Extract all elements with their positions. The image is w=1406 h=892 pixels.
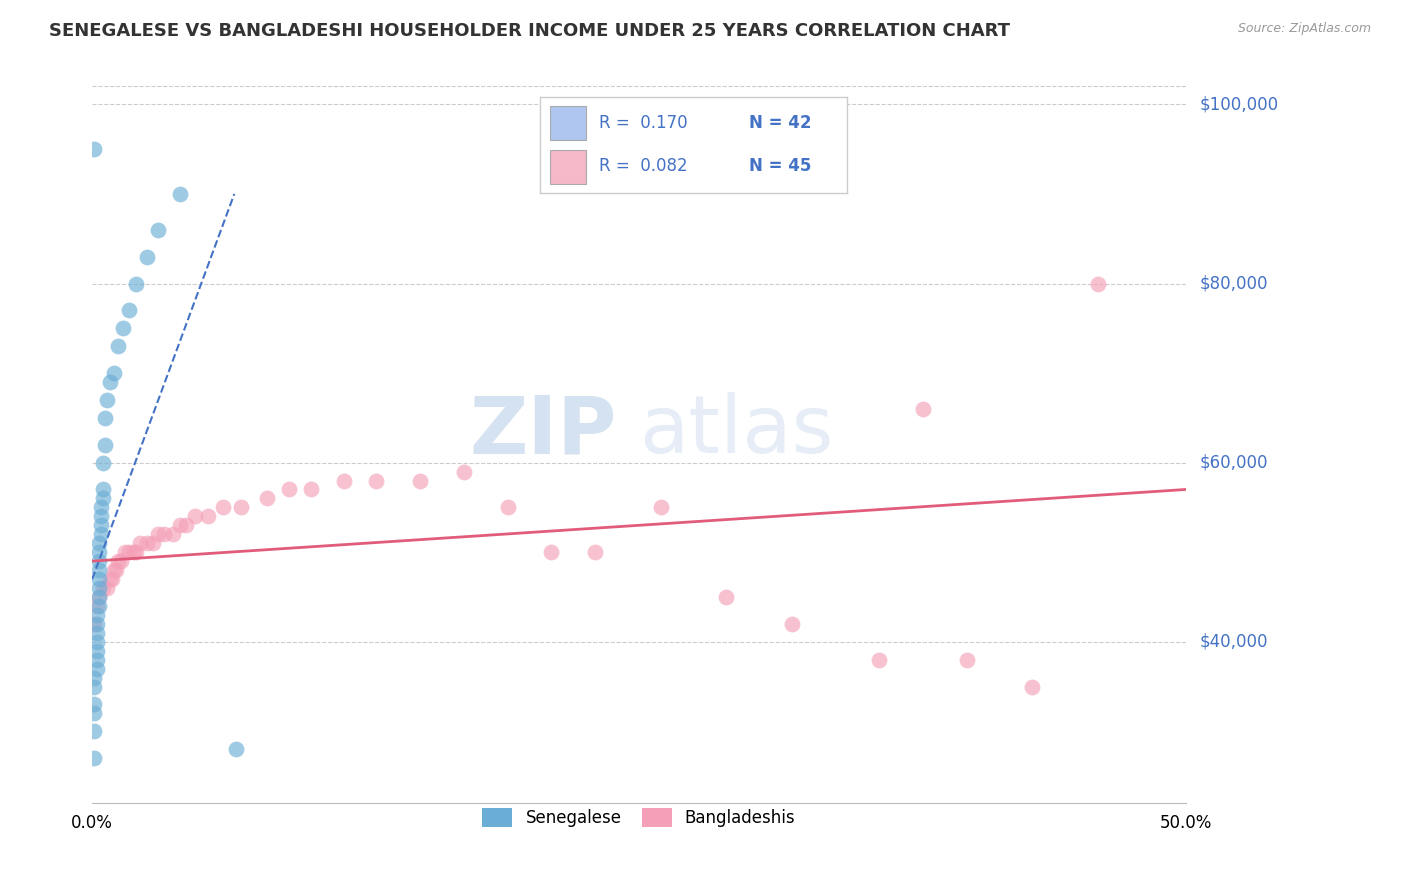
Point xyxy=(83,698,105,712)
Point xyxy=(174,518,197,533)
Point xyxy=(650,500,672,515)
Point xyxy=(105,563,128,577)
Point xyxy=(86,643,108,657)
Point xyxy=(90,518,112,533)
Point xyxy=(91,491,114,506)
Point xyxy=(956,653,979,667)
Point xyxy=(83,724,105,739)
Point xyxy=(129,536,152,550)
Point xyxy=(91,483,114,497)
Point xyxy=(91,456,114,470)
Point xyxy=(87,545,110,559)
Point xyxy=(86,616,108,631)
Point xyxy=(142,536,165,550)
Point xyxy=(111,321,134,335)
Point xyxy=(278,483,301,497)
Point xyxy=(86,607,108,622)
Point xyxy=(83,671,105,685)
Point xyxy=(114,545,136,559)
Point xyxy=(229,500,252,515)
Point xyxy=(225,742,247,756)
Point xyxy=(83,616,105,631)
Point xyxy=(94,438,117,452)
Point xyxy=(86,662,108,676)
Point xyxy=(83,680,105,694)
Text: atlas: atlas xyxy=(638,392,834,470)
Point xyxy=(107,339,129,353)
Text: $100,000: $100,000 xyxy=(1199,95,1278,113)
Point xyxy=(1021,680,1043,694)
Point xyxy=(91,581,114,595)
Point xyxy=(153,527,176,541)
Point xyxy=(496,500,519,515)
Point xyxy=(299,483,322,497)
Point xyxy=(118,545,141,559)
Point xyxy=(87,536,110,550)
Point xyxy=(101,572,124,586)
Point xyxy=(86,653,108,667)
Point xyxy=(90,500,112,515)
Point xyxy=(912,401,935,416)
Point xyxy=(90,527,112,541)
Point xyxy=(135,250,157,264)
Point xyxy=(87,554,110,568)
Text: $80,000: $80,000 xyxy=(1199,275,1268,293)
Point xyxy=(87,590,110,604)
Text: $60,000: $60,000 xyxy=(1199,454,1268,472)
Point xyxy=(87,572,110,586)
Point xyxy=(184,509,207,524)
Point xyxy=(86,599,108,613)
Text: $40,000: $40,000 xyxy=(1199,632,1268,651)
Point xyxy=(118,303,141,318)
Point xyxy=(96,392,118,407)
Point xyxy=(98,375,121,389)
Point xyxy=(716,590,738,604)
Point xyxy=(409,474,432,488)
Point xyxy=(453,465,475,479)
Point xyxy=(169,186,191,201)
Point xyxy=(83,142,105,156)
Text: ZIP: ZIP xyxy=(470,392,617,470)
Point xyxy=(125,277,148,291)
Point xyxy=(332,474,354,488)
Point xyxy=(96,581,118,595)
Point xyxy=(1087,277,1109,291)
Point xyxy=(540,545,562,559)
Point xyxy=(583,545,606,559)
Point xyxy=(107,554,129,568)
Point xyxy=(103,366,125,380)
Point xyxy=(94,410,117,425)
Point xyxy=(87,563,110,577)
Point xyxy=(146,527,169,541)
Point xyxy=(86,634,108,648)
Text: SENEGALESE VS BANGLADESHI HOUSEHOLDER INCOME UNDER 25 YEARS CORRELATION CHART: SENEGALESE VS BANGLADESHI HOUSEHOLDER IN… xyxy=(49,22,1010,40)
Point xyxy=(98,572,121,586)
Point xyxy=(135,536,157,550)
Legend: Senegalese, Bangladeshis: Senegalese, Bangladeshis xyxy=(474,799,804,836)
Point xyxy=(86,625,108,640)
Point xyxy=(146,223,169,237)
Point xyxy=(868,653,890,667)
Point xyxy=(87,599,110,613)
Point xyxy=(780,616,803,631)
Point xyxy=(125,545,148,559)
Point xyxy=(110,554,132,568)
Point xyxy=(87,581,110,595)
Point xyxy=(162,527,184,541)
Point xyxy=(197,509,219,524)
Point xyxy=(103,563,125,577)
Text: Source: ZipAtlas.com: Source: ZipAtlas.com xyxy=(1237,22,1371,36)
Point xyxy=(87,590,110,604)
Point xyxy=(212,500,235,515)
Point xyxy=(83,751,105,765)
Point xyxy=(256,491,278,506)
Point xyxy=(169,518,191,533)
Point xyxy=(122,545,145,559)
Point xyxy=(83,706,105,721)
Point xyxy=(366,474,388,488)
Point xyxy=(90,509,112,524)
